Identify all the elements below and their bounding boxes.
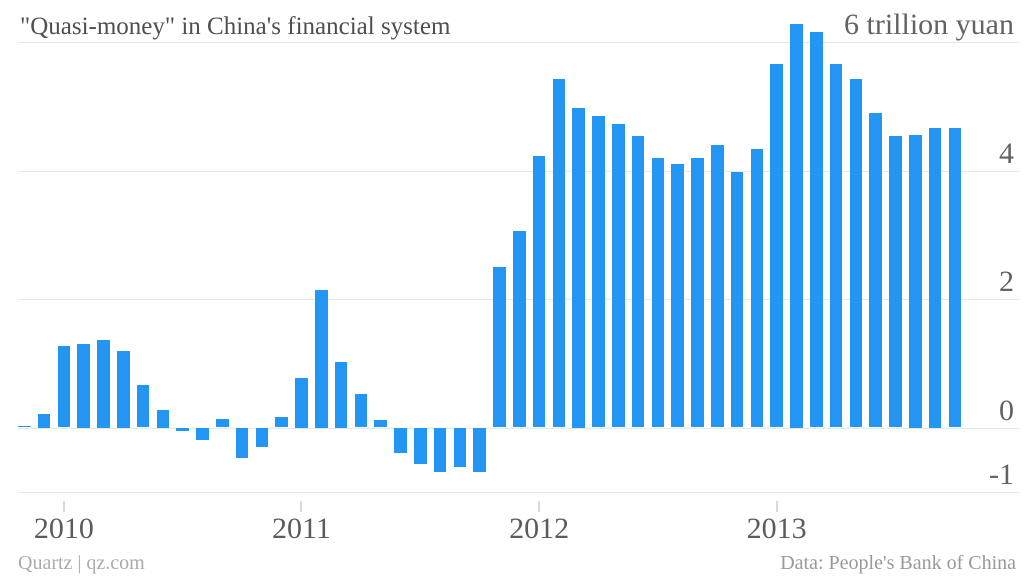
bar-apr-2013: [829, 63, 843, 428]
bar-may-2012: [612, 124, 625, 428]
x-tick-2011: [300, 501, 303, 512]
bar-aug-2012: [671, 164, 684, 428]
gridline-y-1: [18, 491, 1020, 493]
x-tick-2012: [538, 501, 541, 512]
source-credit-publisher: Quartz | qz.com: [18, 552, 145, 574]
bar-jan-2011: [295, 378, 308, 428]
source-credit-data: Data: People's Bank of China: [780, 552, 1016, 574]
bar-mar-2013: [810, 32, 823, 428]
bar-jul-2011: [414, 427, 427, 465]
bar-feb-2013: [790, 24, 803, 428]
bar-jan-2010: [57, 345, 71, 428]
bar-dec-2009: [37, 414, 51, 428]
x-tick-2010: [62, 501, 65, 512]
bar-nov-2012: [730, 172, 744, 428]
x-tick-label-2013: 2013: [746, 512, 807, 545]
bar-mar-2010: [97, 339, 110, 428]
bar-sep-2011: [453, 427, 467, 467]
bar-aug-2011: [433, 427, 447, 472]
x-tick-2013: [775, 501, 778, 512]
y-axis-unit-label: 6 trillion yuan: [844, 8, 1014, 41]
bar-jul-2012: [651, 158, 665, 428]
x-tick-label-2010: 2010: [33, 512, 94, 545]
gridline-y0: [18, 427, 1020, 429]
bar-dec-2010: [275, 416, 288, 428]
bar-feb-2012: [552, 78, 566, 428]
bar-feb-2011: [315, 290, 328, 428]
bar-aug-2013: [909, 134, 922, 428]
bar-sep-2012: [691, 158, 704, 428]
bar-jul-2013: [889, 136, 902, 428]
y-tick-label--1: -1: [989, 457, 1014, 491]
chart-title: "Quasi-money" in China's financial syste…: [20, 13, 451, 40]
bar-oct-2010: [235, 427, 249, 458]
bar-oct-2012: [711, 144, 724, 428]
y-tick-label-2: 2: [999, 265, 1014, 298]
bar-may-2010: [136, 385, 150, 428]
bar-oct-2011: [473, 427, 486, 472]
y-tick-label-0: 0: [999, 393, 1014, 427]
bar-may-2013: [849, 78, 863, 428]
bar-mar-2011: [334, 362, 348, 428]
bar-nov-2011: [493, 266, 506, 428]
bar-sep-2010: [216, 419, 229, 428]
bar-jan-2013: [770, 63, 783, 428]
bar-jul-2010: [176, 427, 189, 431]
bar-dec-2012: [750, 149, 764, 428]
bar-jun-2013: [869, 112, 882, 428]
bar-mar-2012: [572, 107, 585, 428]
bar-jun-2011: [394, 427, 407, 454]
bar-apr-2012: [592, 115, 605, 428]
gridline-y6: [18, 42, 1020, 43]
bar-jan-2012: [532, 155, 546, 428]
bar-dec-2011: [513, 230, 526, 428]
bar-oct-2013: [948, 128, 962, 428]
x-tick-label-2012: 2012: [509, 512, 570, 545]
bar-may-2011: [374, 419, 387, 428]
bar-feb-2010: [77, 344, 90, 428]
bar-sep-2013: [928, 127, 942, 428]
bar-apr-2011: [354, 394, 368, 428]
bar-nov-2009: [18, 425, 31, 428]
bar-apr-2010: [117, 351, 130, 428]
y-tick-label-4: 4: [999, 136, 1014, 170]
bar-jun-2010: [156, 409, 170, 428]
bar-nov-2010: [255, 427, 269, 447]
bar-aug-2010: [196, 427, 209, 440]
x-tick-label-2011: 2011: [271, 512, 331, 545]
gridline-y4: [18, 170, 1020, 172]
bar-jun-2012: [631, 136, 645, 428]
